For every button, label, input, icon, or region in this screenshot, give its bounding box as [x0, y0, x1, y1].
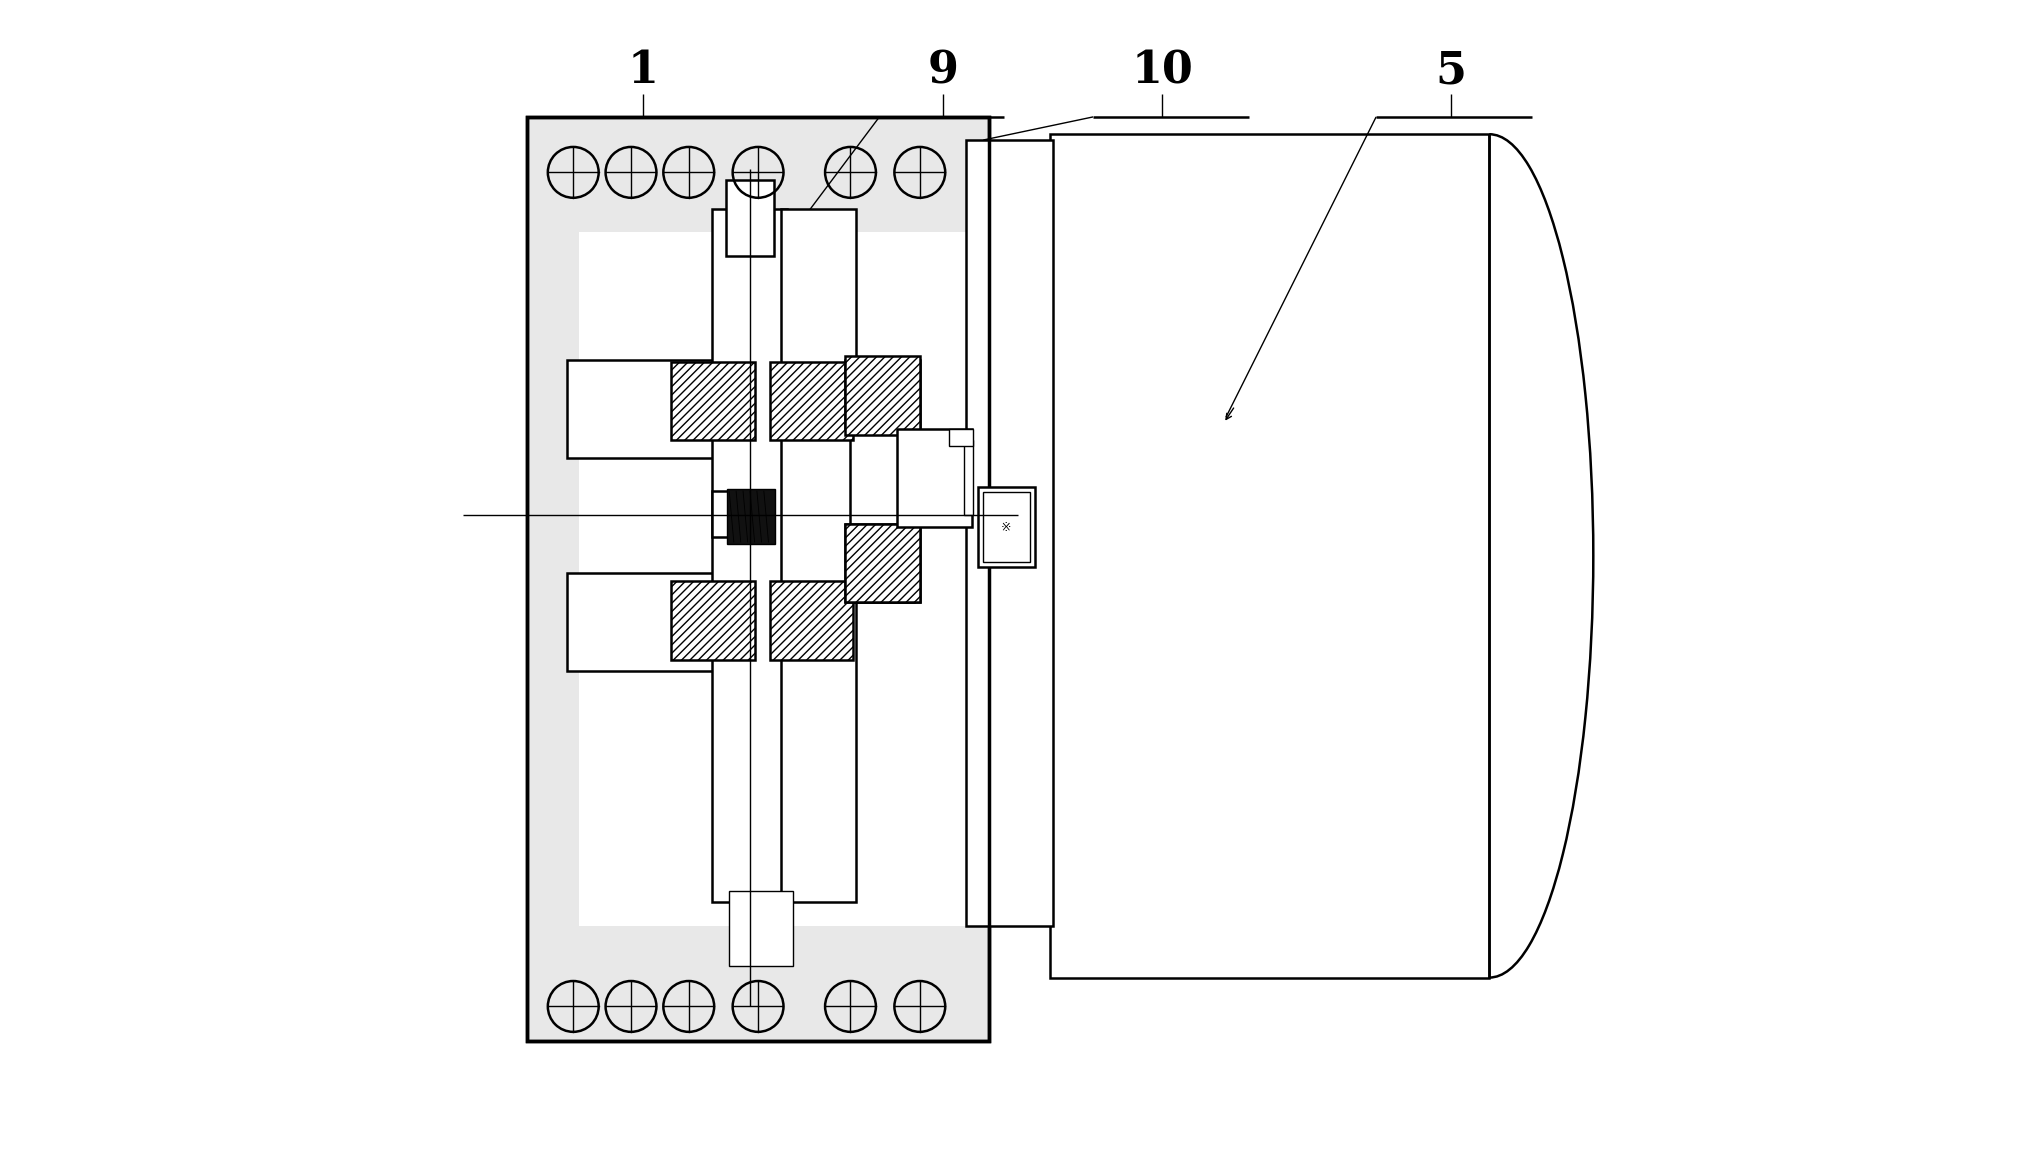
Bar	[963, 440, 973, 515]
Bar	[527, 117, 989, 1041]
Bar	[851, 423, 914, 602]
Text: 1: 1	[627, 49, 658, 93]
Bar	[965, 140, 1053, 925]
Bar	[568, 359, 757, 457]
Text: 5: 5	[1435, 49, 1466, 93]
Bar	[578, 233, 989, 925]
Bar	[725, 181, 774, 256]
Bar	[729, 891, 792, 966]
Bar	[977, 486, 1036, 567]
Bar	[1051, 134, 1488, 977]
Bar	[983, 492, 1030, 562]
Text: 9: 9	[928, 49, 959, 93]
Bar	[527, 117, 989, 1041]
Bar	[845, 523, 920, 602]
Bar	[949, 428, 973, 446]
Bar	[713, 491, 757, 537]
Bar	[770, 581, 853, 660]
Bar	[672, 361, 755, 440]
Bar	[845, 359, 920, 428]
Bar	[896, 428, 971, 527]
Bar	[727, 489, 776, 544]
Text: ※: ※	[1002, 520, 1012, 534]
Bar	[672, 581, 755, 660]
Bar	[782, 210, 857, 902]
Text: 10: 10	[1132, 49, 1193, 93]
Bar	[845, 356, 920, 434]
Bar	[568, 573, 757, 672]
Bar	[713, 210, 788, 902]
Bar	[845, 523, 920, 602]
Bar	[770, 361, 853, 440]
